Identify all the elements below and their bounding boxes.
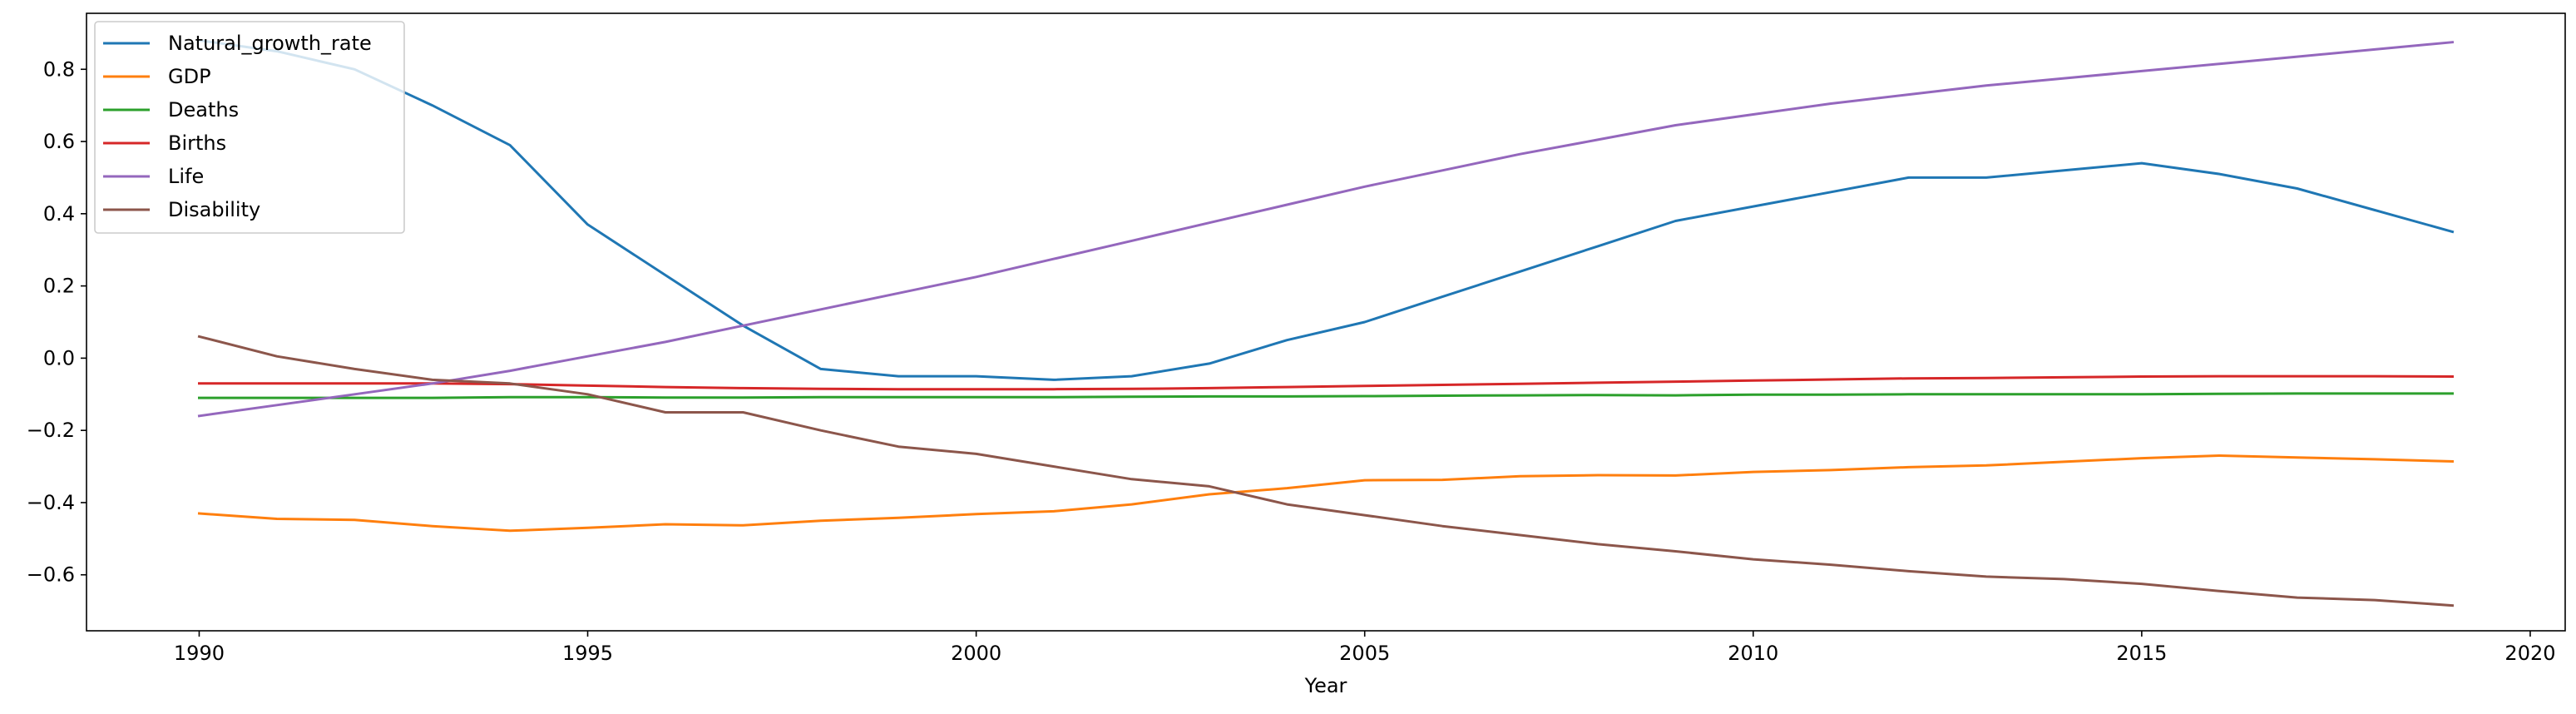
y-tick-label: −0.6: [27, 563, 75, 587]
y-tick-label: 0.8: [43, 57, 75, 81]
series-lines: [197, 38, 2455, 607]
series-line-gdp: [197, 454, 2455, 533]
series-line-births: [198, 374, 2455, 391]
series-line-deaths: [198, 392, 2454, 399]
legend-label-births: Births: [168, 131, 226, 155]
y-tick-label: 0.6: [43, 130, 75, 153]
x-tick-label: 2000: [951, 642, 1001, 665]
x-axis-title: Year: [1304, 674, 1347, 697]
legend-label-disability: Disability: [168, 198, 260, 221]
legend-label-gdp: GDP: [168, 65, 211, 88]
legend-box: [94, 21, 405, 234]
y-axis: −0.6 −0.4 −0.2 0.0 0.2 0.4 0.6 0.8: [27, 57, 87, 587]
legend-label-deaths: Deaths: [168, 98, 239, 121]
x-tick-label: 2005: [1339, 642, 1390, 665]
legend-label-natural-growth-rate: Natural_growth_rate: [168, 32, 372, 55]
y-tick-label: 0.0: [43, 346, 75, 369]
x-tick-label: 1990: [174, 642, 225, 665]
y-tick-label: 0.2: [43, 275, 75, 298]
plot-frame: [86, 12, 2566, 632]
x-tick-label: 2020: [2504, 642, 2555, 665]
x-tick-label: 2010: [1728, 642, 1778, 665]
x-tick-label: 1995: [562, 642, 613, 665]
x-tick-label: 2015: [2116, 642, 2167, 665]
y-tick-label: 0.4: [43, 202, 75, 226]
series-line-disability: [197, 335, 2455, 607]
y-tick-label: −0.2: [27, 419, 75, 442]
legend: Natural_growth_rate GDP Deaths Births Life Di…: [94, 21, 405, 234]
series-line-life: [197, 41, 2455, 418]
x-axis: 1990 1995 2000 2005 2010 2015 2020: [174, 631, 2556, 665]
series-line-natural-growth-rate: [197, 38, 2455, 381]
y-tick-label: −0.4: [27, 491, 75, 514]
legend-label-life: Life: [168, 165, 204, 188]
